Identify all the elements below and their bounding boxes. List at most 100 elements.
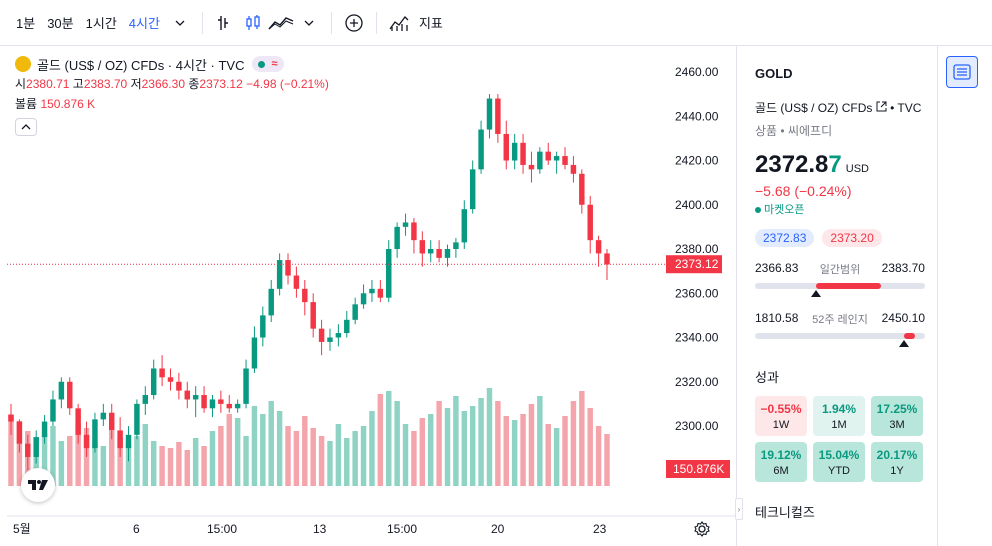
candle-style-icon[interactable] [239, 9, 267, 37]
candle-body [201, 395, 207, 409]
add-compare-icon[interactable] [340, 9, 368, 37]
volume-bar [109, 431, 115, 486]
volume-bar [411, 431, 417, 486]
volume-bar [192, 438, 199, 486]
candle-body [394, 226, 400, 249]
wave-icon: ≈ [271, 58, 278, 70]
panel-expander[interactable]: › [735, 498, 743, 520]
candle-body [453, 242, 459, 249]
change-value: −4.98 (−0.21%) [246, 77, 329, 91]
time-tick-label: 13 [313, 522, 327, 536]
external-link-icon[interactable] [876, 101, 887, 115]
panel-category: 상품 • 씨에프디 [755, 124, 833, 138]
price-tick-label: 2400.00 [675, 198, 719, 212]
performance-period: 1M [831, 418, 847, 431]
candle-body [243, 368, 249, 404]
watchlist-button[interactable] [946, 56, 978, 88]
volume-bar [83, 428, 90, 486]
volume-bar [167, 448, 174, 486]
time-tick-label: 20 [491, 522, 505, 536]
volume-bar [260, 414, 266, 486]
interval-4h[interactable]: 4시간 [128, 16, 160, 31]
w52-range-fill [904, 333, 915, 339]
performance-value: 20.17% [876, 447, 918, 462]
volume-bar [302, 416, 308, 486]
low-label: 저 [130, 77, 142, 91]
close-label: 종 [188, 77, 200, 91]
volume-bar [503, 416, 509, 486]
last-price-label: 2373.12 [675, 257, 719, 271]
chevron-down-icon[interactable] [295, 9, 323, 37]
volume-bar [243, 436, 249, 486]
candle-body [302, 288, 308, 303]
volume-bar [520, 414, 526, 486]
candle-body [478, 129, 484, 170]
time-tick-label: 15:00 [207, 522, 237, 536]
indicators-button[interactable]: 지표 [418, 16, 443, 31]
candle-body [109, 412, 115, 431]
volume-bar [478, 398, 484, 486]
chevron-down-icon[interactable] [166, 9, 194, 37]
performance-cell[interactable]: 15.04% YTD [813, 442, 865, 482]
panel-symbol-name: 골드 (US$ / OZ) CFDs • TVC [755, 101, 922, 115]
volume-bar [209, 431, 216, 486]
performance-cell[interactable]: 19.12% 6M [755, 442, 807, 482]
w52-high: 2450.10 [881, 311, 925, 325]
candle-body [587, 204, 593, 241]
volume-bar [134, 436, 140, 486]
candle-body [327, 337, 333, 342]
high-label: 고 [72, 77, 84, 91]
panel-change: −5.68 (−0.24%) [755, 183, 852, 199]
candle-body [75, 408, 81, 435]
legend-collapse-button[interactable] [15, 118, 37, 136]
chart-legend: 골드 (US$ / OZ) CFDs · 4시간 · TVC ≈ 시2380.7… [15, 54, 329, 136]
volume-label: 볼륨 [15, 97, 38, 111]
volume-bar [276, 411, 283, 486]
panel-symbol-title: GOLD [755, 66, 793, 81]
interval-1m[interactable]: 1분 [16, 16, 36, 31]
price-chart[interactable]: 2460.00 2440.00 2420.00 2400.00 2380.00 2360.… [7, 46, 737, 546]
price-tick-label: 2380.00 [675, 242, 719, 256]
tradingview-logo[interactable] [21, 468, 55, 502]
volume-bar [537, 396, 543, 486]
performance-value: −0.55% [760, 401, 802, 416]
volume-bar [150, 441, 157, 486]
w52-low: 1810.58 [755, 311, 799, 325]
volume-bar [184, 450, 191, 486]
volume-bar [234, 418, 241, 486]
chart-pane[interactable]: 골드 (US$ / OZ) CFDs · 4시간 · TVC ≈ 시2380.7… [7, 46, 737, 546]
area-style-icon[interactable] [267, 9, 295, 37]
performance-cell[interactable]: 20.17% 1Y [871, 442, 923, 482]
candle-body [427, 249, 434, 254]
performance-cell[interactable]: 17.25% 3M [871, 396, 923, 436]
candle-body [318, 328, 325, 342]
market-status-pill[interactable]: ≈ [252, 56, 284, 72]
candle-body [50, 399, 56, 422]
legend-ohlc: 시2380.71 고2383.70 저2366.30 종2373.12 −4.9… [15, 74, 329, 94]
legend-symbol[interactable]: 골드 (US$ / OZ) CFDs · 4시간 · TVC [37, 57, 245, 73]
candle-body [537, 151, 543, 170]
candle-body [285, 260, 291, 276]
performance-cell[interactable]: 1.94% 1M [813, 396, 865, 436]
gear-icon[interactable] [693, 520, 711, 538]
candle-body [386, 249, 392, 298]
candle-body [553, 156, 560, 161]
indicators-icon[interactable] [385, 9, 413, 37]
performance-cell[interactable]: −0.55% 1W [755, 396, 807, 436]
interval-1h[interactable]: 1시간 [85, 16, 117, 31]
candle-body [58, 381, 65, 400]
day-range-bar [755, 283, 925, 297]
volume-bar [125, 444, 132, 486]
status-dot-icon [755, 207, 761, 213]
bar-style-icon[interactable] [211, 9, 239, 37]
performance-value: 19.12% [760, 447, 802, 462]
candle-body [226, 403, 232, 409]
volume-bar [461, 411, 468, 486]
interval-30m[interactable]: 30분 [47, 16, 74, 31]
time-tick-label: 6 [133, 522, 140, 536]
candle-body [8, 414, 14, 422]
candle-body [260, 315, 266, 338]
technicals-title[interactable]: 테크니컬즈 [755, 505, 815, 520]
candle-body [83, 434, 90, 449]
volume-bar [41, 434, 48, 486]
